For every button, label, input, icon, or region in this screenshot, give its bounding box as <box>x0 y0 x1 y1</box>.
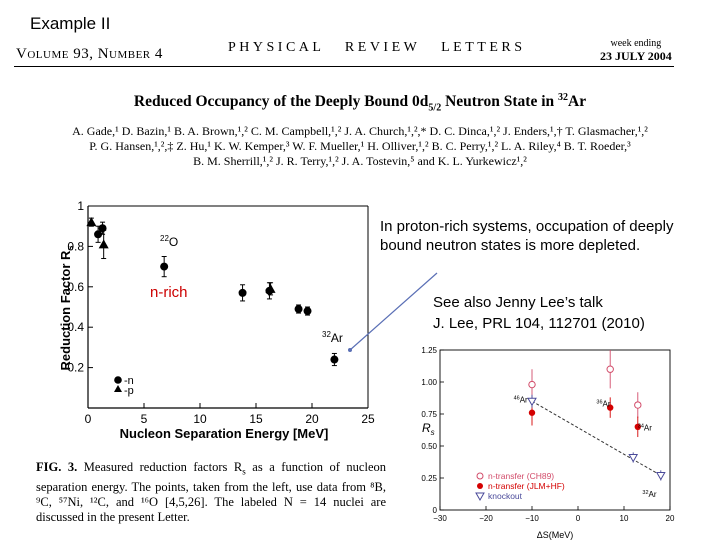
authors-line-2: P. G. Hansen,¹,²,‡ Z. Hu,¹ K. W. Kemper,… <box>89 139 631 153</box>
x-tick-label: 0 <box>576 514 581 523</box>
figure-caption: FIG. 3. Measured reduction factors Rs as… <box>36 460 386 525</box>
issue-date-value: 23 JULY 2004 <box>600 49 672 63</box>
data-point-proton <box>98 239 109 249</box>
x-tick-label: 15 <box>249 412 263 426</box>
x-tick-label: 0 <box>85 412 92 426</box>
data-point-ch89 <box>528 380 536 389</box>
delta-s-chart: −30 −20 −10 0 10 20 0 0.25 0.50 0.75 1.00 1.25 46Ar… <box>421 346 675 540</box>
y-tick-label: 1.00 <box>421 378 437 387</box>
data-point-knockout <box>655 471 666 481</box>
legend-jlm-label: n-transfer (JLM+HF) <box>488 481 565 491</box>
isotope-label: 36Ar <box>596 399 610 408</box>
legend-ch89-label: n-transfer (CH89) <box>488 471 554 481</box>
week-ending-label: week ending <box>610 38 662 49</box>
caption-text: Measured reduction factors R <box>77 460 243 474</box>
paper-title: Reduced Occupancy of the Deeply Bound 0d… <box>0 92 720 113</box>
slide-title: Example II <box>30 14 111 33</box>
author-list: A. Gade,¹ D. Bazin,¹ B. A. Brown,¹,² C. … <box>14 124 706 169</box>
caption-lead: FIG. 3. <box>36 460 78 474</box>
delta-s-plot-frame <box>439 349 671 511</box>
y-tick-label: 0.2 <box>67 361 84 375</box>
trend-line <box>531 400 662 476</box>
y-tick-label: 0.6 <box>67 280 84 294</box>
delta-s-x-axis-label: ΔS(MeV) <box>537 530 574 540</box>
authors-line-1: A. Gade,¹ D. Bazin,¹ B. A. Brown,¹,² C. … <box>72 124 648 138</box>
n-rich-label: n-rich <box>150 284 188 301</box>
y-tick-label: 0.50 <box>421 442 437 451</box>
isotope-label: 46Ar <box>514 395 528 404</box>
isotope-label: 34Ar <box>638 424 652 433</box>
data-point-neutron <box>330 355 339 364</box>
data-point-neutron <box>160 262 169 271</box>
ar32-label: 32Ar <box>322 330 343 345</box>
y-axis-label: Reduction Factor Rs <box>58 246 75 371</box>
callout-main-text: In proton-rich systems, occupation of de… <box>380 218 674 254</box>
y-tick-label: 0.75 <box>421 410 437 419</box>
caption-text-continued: as a function of nucleon separation ener… <box>36 460 386 524</box>
data-point-neutron <box>238 288 247 297</box>
caption-subscript: s <box>242 466 246 477</box>
data-point-jlm <box>528 409 536 416</box>
paper-title-element: Ar <box>568 93 587 111</box>
data-point-jlm <box>607 404 614 411</box>
x-tick-label: −20 <box>479 514 493 523</box>
data-point-neutron <box>303 307 312 316</box>
delta-s-y-axis-label: Rs <box>422 421 435 437</box>
x-tick-label: 10 <box>620 514 629 523</box>
data-point-ch89 <box>634 401 642 409</box>
data-point-neutron <box>94 230 103 239</box>
x-tick-label: 5 <box>141 412 148 426</box>
x-tick-label: 25 <box>361 412 375 426</box>
legend-p-marker <box>114 385 122 392</box>
data-point-knockout <box>628 454 639 463</box>
callout-ref-line-1: See also Jenny Lee’s talk <box>433 294 603 311</box>
x-axis-label: Nucleon Separation Energy [MeV] <box>120 426 329 441</box>
x-tick-label: 10 <box>193 412 207 426</box>
legend-p-label: -p <box>124 385 134 397</box>
issue-date: week ending 23 JULY 2004 <box>600 38 672 64</box>
data-point-neutron <box>294 305 303 314</box>
data-point-neutron <box>98 224 107 233</box>
x-tick-label: 20 <box>666 514 675 523</box>
delta-s-legend: n-transfer (CH89) n-transfer (JLM+HF) kn… <box>475 471 565 502</box>
legend-ch89-marker <box>476 472 484 480</box>
o22-label: 22O <box>160 234 178 249</box>
paper-title-main: Reduced Occupancy of the Deeply Bound 0 <box>133 93 420 111</box>
data-point-proton <box>86 217 97 227</box>
callout-ref-line-2: J. Lee, PRL 104, 112701 (2010) <box>433 315 645 332</box>
legend-jlm-marker <box>477 483 483 489</box>
header-rule <box>14 66 674 67</box>
paper-title-mass: 32 <box>558 92 569 103</box>
legend-n-marker <box>114 376 122 384</box>
legend-n-label: -n <box>124 375 134 387</box>
x-tick-label: −30 <box>433 514 447 523</box>
paper-title-post: Neutron State in <box>441 93 559 111</box>
paper-title-orbital: d <box>419 93 429 111</box>
y-tick-label: 1 <box>77 199 84 213</box>
reduction-factor-chart: 0 5 10 15 20 25 0.2 0.4 0.6 0.8 1 Nucleon Separati… <box>58 199 375 441</box>
y-tick-label: 0.25 <box>421 474 437 483</box>
journal-name: PHYSICAL REVIEW LETTERS <box>228 40 526 55</box>
legend-knockout-marker <box>475 492 485 502</box>
data-point-jlm <box>634 423 641 430</box>
y-tick-label: 0 <box>433 506 438 515</box>
x-tick-label: 20 <box>305 412 319 426</box>
data-point-ch89 <box>606 365 614 373</box>
x-tick-label: −10 <box>525 514 539 523</box>
y-tick-label: 0.8 <box>67 239 84 253</box>
data-point-proton <box>265 283 276 293</box>
authors-line-3: B. M. Sherrill,¹,² J. R. Terry,¹,² J. A.… <box>193 154 527 168</box>
journal-volume: Volume 93, Number 4 <box>16 46 163 62</box>
legend-knockout-label: knockout <box>488 491 523 501</box>
data-point-knockout <box>527 397 537 407</box>
paper-title-subscript: 5/2 <box>428 102 442 114</box>
isotope-label: 32Ar <box>642 490 656 499</box>
y-tick-label: 1.25 <box>421 346 437 355</box>
y-tick-label: 0.4 <box>67 320 84 334</box>
